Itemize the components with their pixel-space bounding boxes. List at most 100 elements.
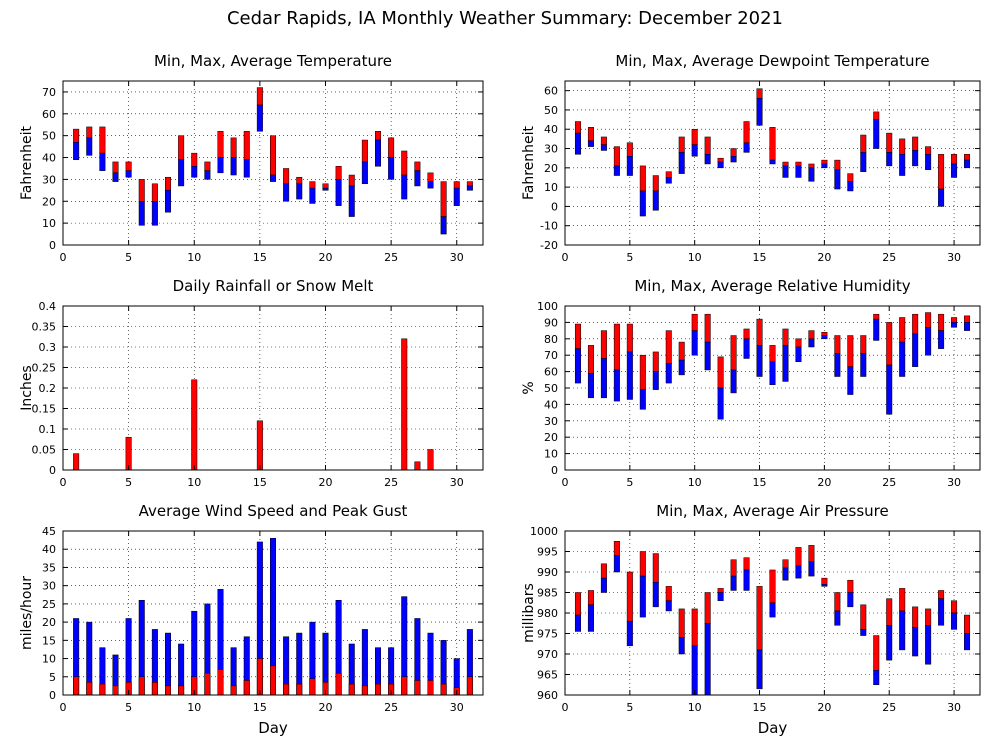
bar-avg-wind-day-28	[427, 680, 434, 696]
bar-lower-day-31	[964, 159, 971, 169]
bar-lower-day-25	[886, 364, 893, 415]
bar-upper-day-27	[912, 136, 919, 151]
bar-upper-day-2	[587, 590, 594, 606]
y-tick-label: 20	[42, 195, 56, 208]
bar-upper-day-9	[678, 341, 685, 361]
bar-lower-day-5	[125, 170, 132, 178]
bar-lower-day-30	[951, 612, 958, 630]
y-tick-label: 15	[42, 634, 56, 647]
bar-upper-day-15	[756, 586, 763, 651]
x-tick-label: 10	[688, 251, 702, 264]
bar-lower-day-3	[99, 152, 106, 171]
bar-upper-day-11	[704, 313, 711, 343]
y-axis-label: Fahrenheit	[521, 125, 537, 200]
bar-lower-day-5	[626, 155, 633, 176]
x-tick-label: 25	[384, 701, 398, 714]
chart-panel-temp: Min, Max, Average Temperature01020304050…	[19, 52, 484, 264]
bar-lower-day-29	[938, 188, 945, 207]
bar-lower-day-28	[925, 154, 932, 171]
bar-lower-day-17	[283, 183, 290, 202]
bar-upper-day-14	[743, 557, 750, 571]
y-tick-label: 30	[42, 173, 56, 186]
bar-lower-day-29	[938, 598, 945, 626]
y-tick-label: 60	[42, 108, 56, 121]
bar-upper-day-17	[782, 161, 789, 167]
bar-upper-day-24	[873, 111, 880, 120]
bar-lower-day-23	[860, 629, 867, 636]
y-tick-label: 60	[544, 366, 558, 379]
bar-lower-day-10	[191, 166, 198, 178]
x-tick-label: 30	[450, 701, 464, 714]
bar-upper-day-10	[691, 608, 698, 647]
bar-lower-day-12	[717, 592, 724, 601]
bar-upper-day-24	[873, 635, 880, 671]
bar-upper-day-3	[600, 563, 607, 579]
bar-upper-day-4	[613, 323, 620, 371]
bar-lower-day-17	[782, 567, 789, 581]
bar-lower-day-9	[178, 159, 185, 187]
bar-lower-day-22	[847, 592, 854, 608]
bar-upper-day-1	[574, 121, 581, 134]
bar-lower-day-7	[652, 190, 659, 211]
bar-lower-day-12	[217, 157, 224, 174]
x-tick-label: 5	[125, 701, 132, 714]
bar-lower-day-29	[938, 330, 945, 349]
bar-rain-day-10	[191, 379, 198, 471]
bar-lower-day-21	[335, 179, 342, 206]
y-tick-label: 30	[544, 415, 558, 428]
bar-lower-day-15	[756, 345, 763, 377]
bar-lower-day-2	[587, 604, 594, 632]
bar-lower-day-9	[678, 637, 685, 655]
x-axis-label: Day	[258, 719, 288, 737]
bar-avg-wind-day-8	[165, 685, 171, 696]
bar-upper-day-16	[769, 569, 776, 604]
figure-title: Cedar Rapids, IA Monthly Weather Summary…	[227, 8, 783, 29]
bar-lower-day-21	[834, 353, 841, 377]
bar-avg-wind-day-3	[99, 683, 106, 696]
plot-frame	[62, 530, 484, 696]
y-tick-label: 985	[537, 587, 558, 600]
bar-avg-wind-day-1	[73, 676, 80, 696]
bar-lower-day-22	[847, 366, 854, 395]
bar-lower-day-19	[808, 167, 815, 182]
y-tick-label: 25	[42, 598, 56, 611]
y-axis-label: miles/hour	[19, 576, 35, 650]
bar-lower-day-4	[613, 555, 620, 573]
bar-avg-wind-day-17	[283, 683, 290, 696]
bar-lower-day-8	[665, 177, 672, 184]
bar-avg-wind-day-26	[401, 676, 408, 696]
bar-upper-day-13	[730, 559, 737, 577]
bar-upper-day-14	[743, 121, 750, 143]
bar-upper-day-26	[401, 150, 408, 176]
bar-lower-day-16	[769, 361, 776, 385]
bar-rain-day-27	[414, 461, 421, 471]
bar-upper-day-12	[717, 157, 724, 163]
bar-lower-day-18	[795, 165, 802, 178]
bar-upper-day-16	[270, 135, 276, 176]
y-tick-label: 980	[537, 607, 558, 620]
bar-lower-day-25	[886, 625, 893, 661]
x-tick-label: 10	[688, 476, 702, 489]
chart-title: Min, Max, Average Temperature	[154, 52, 392, 70]
bar-upper-day-5	[125, 161, 132, 171]
bar-upper-day-8	[665, 171, 672, 178]
chart-title: Min, Max, Average Relative Humidity	[634, 277, 910, 295]
x-tick-label: 5	[626, 251, 633, 264]
bar-avg-wind-day-14	[243, 680, 250, 696]
bar-upper-day-6	[639, 165, 646, 192]
y-tick-label: 80	[544, 333, 558, 346]
bar-lower-day-27	[912, 627, 919, 657]
bar-upper-day-15	[756, 318, 763, 346]
bar-lower-day-23	[860, 152, 867, 172]
x-tick-label: 30	[450, 251, 464, 264]
bar-upper-day-17	[782, 559, 789, 569]
bar-upper-day-21	[834, 159, 841, 171]
bar-avg-wind-day-9	[178, 685, 185, 696]
bar-upper-day-28	[925, 146, 932, 155]
y-tick-label: 30	[544, 143, 558, 156]
bar-upper-day-22	[847, 335, 854, 367]
bar-upper-day-7	[151, 183, 158, 202]
bar-lower-day-25	[886, 152, 893, 167]
